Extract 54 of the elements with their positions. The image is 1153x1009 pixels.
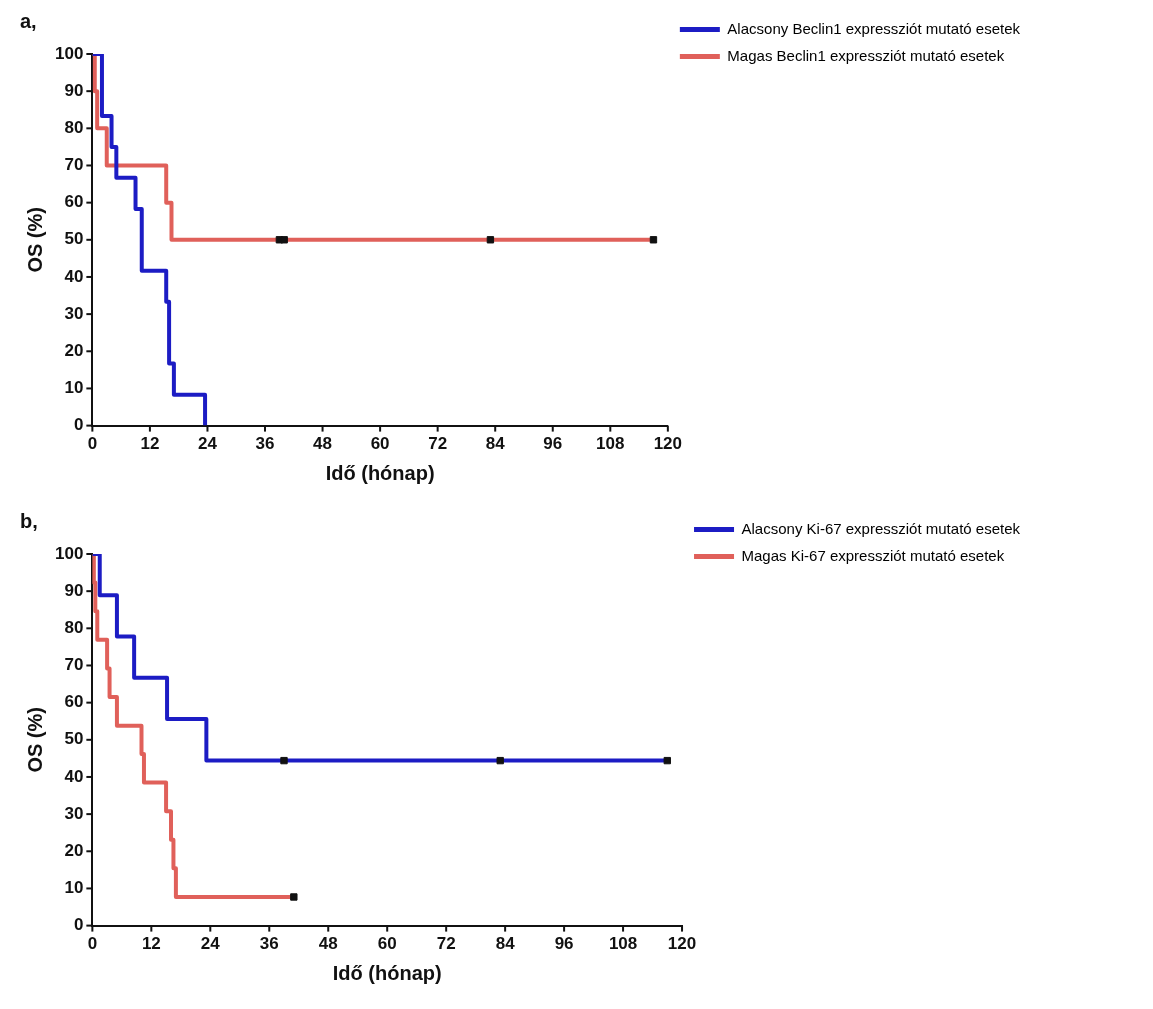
x-tick-label: 96 bbox=[543, 434, 563, 454]
y-tick-label: 50 bbox=[64, 729, 84, 749]
x-tick-label: 84 bbox=[485, 434, 506, 454]
x-tick-label: 84 bbox=[495, 934, 516, 954]
x-tick-label: 108 bbox=[608, 934, 638, 954]
y-tick-label: 40 bbox=[64, 766, 84, 786]
x-tick-label: 36 bbox=[259, 934, 279, 954]
x-axis-title: Idő (hónap) bbox=[325, 461, 435, 484]
x-tick-label: 72 bbox=[428, 434, 448, 454]
y-tick-label: 30 bbox=[64, 303, 84, 323]
y-axis-title: OS (%) bbox=[23, 707, 46, 773]
x-tick-label: 24 bbox=[198, 434, 218, 454]
x-tick-label: 60 bbox=[377, 934, 397, 954]
y-tick-label: 90 bbox=[64, 80, 84, 100]
y-tick-label: 50 bbox=[64, 229, 84, 249]
x-tick-label: 12 bbox=[140, 434, 160, 454]
x-tick-label: 48 bbox=[313, 434, 333, 454]
y-tick-label: 0 bbox=[73, 415, 84, 435]
x-axis-title: Idő (hónap) bbox=[332, 961, 442, 984]
y-tick-label: 60 bbox=[64, 192, 84, 212]
y-tick-label: 20 bbox=[64, 340, 84, 360]
y-tick-label: 90 bbox=[64, 580, 84, 600]
y-tick-label: 10 bbox=[64, 378, 84, 398]
x-tick-label: 120 bbox=[667, 934, 697, 954]
y-tick-label: 70 bbox=[64, 655, 84, 675]
chart-title: a, bbox=[20, 9, 37, 32]
x-tick-label: 96 bbox=[554, 934, 574, 954]
y-tick-label: 100 bbox=[54, 43, 84, 63]
chart-title: b, bbox=[20, 509, 38, 532]
y-tick-label: 10 bbox=[64, 878, 84, 898]
y-tick-label: 30 bbox=[64, 803, 84, 823]
x-tick-label: 0 bbox=[87, 934, 98, 954]
y-tick-label: 20 bbox=[64, 840, 84, 860]
y-tick-label: 0 bbox=[73, 915, 84, 935]
y-tick-label: 40 bbox=[64, 266, 84, 286]
x-tick-label: 120 bbox=[653, 434, 683, 454]
y-tick-label: 60 bbox=[64, 692, 84, 712]
legend-label: Magas Ki-67 expressziót mutató esetek bbox=[741, 546, 1005, 564]
x-tick-label: 24 bbox=[200, 934, 221, 954]
x-tick-label: 108 bbox=[596, 434, 625, 454]
x-tick-label: 0 bbox=[87, 434, 98, 454]
y-tick-label: 70 bbox=[64, 155, 84, 175]
legend-label: Magas Beclin1 expressziót mutató esetek bbox=[727, 46, 1005, 64]
x-tick-label: 72 bbox=[436, 934, 456, 954]
x-tick-label: 36 bbox=[255, 434, 275, 454]
x-tick-label: 60 bbox=[370, 434, 390, 454]
x-tick-label: 12 bbox=[141, 934, 161, 954]
y-tick-label: 100 bbox=[54, 543, 84, 563]
legend-label: Alacsony Beclin1 expressziót mutató esetek bbox=[727, 19, 1021, 37]
y-axis-title: OS (%) bbox=[23, 207, 46, 273]
y-tick-label: 80 bbox=[64, 618, 84, 638]
legend-label: Alacsony Ki-67 expressziót mutató esetek bbox=[741, 519, 1021, 537]
y-tick-label: 80 bbox=[64, 118, 84, 138]
x-tick-label: 48 bbox=[318, 934, 338, 954]
